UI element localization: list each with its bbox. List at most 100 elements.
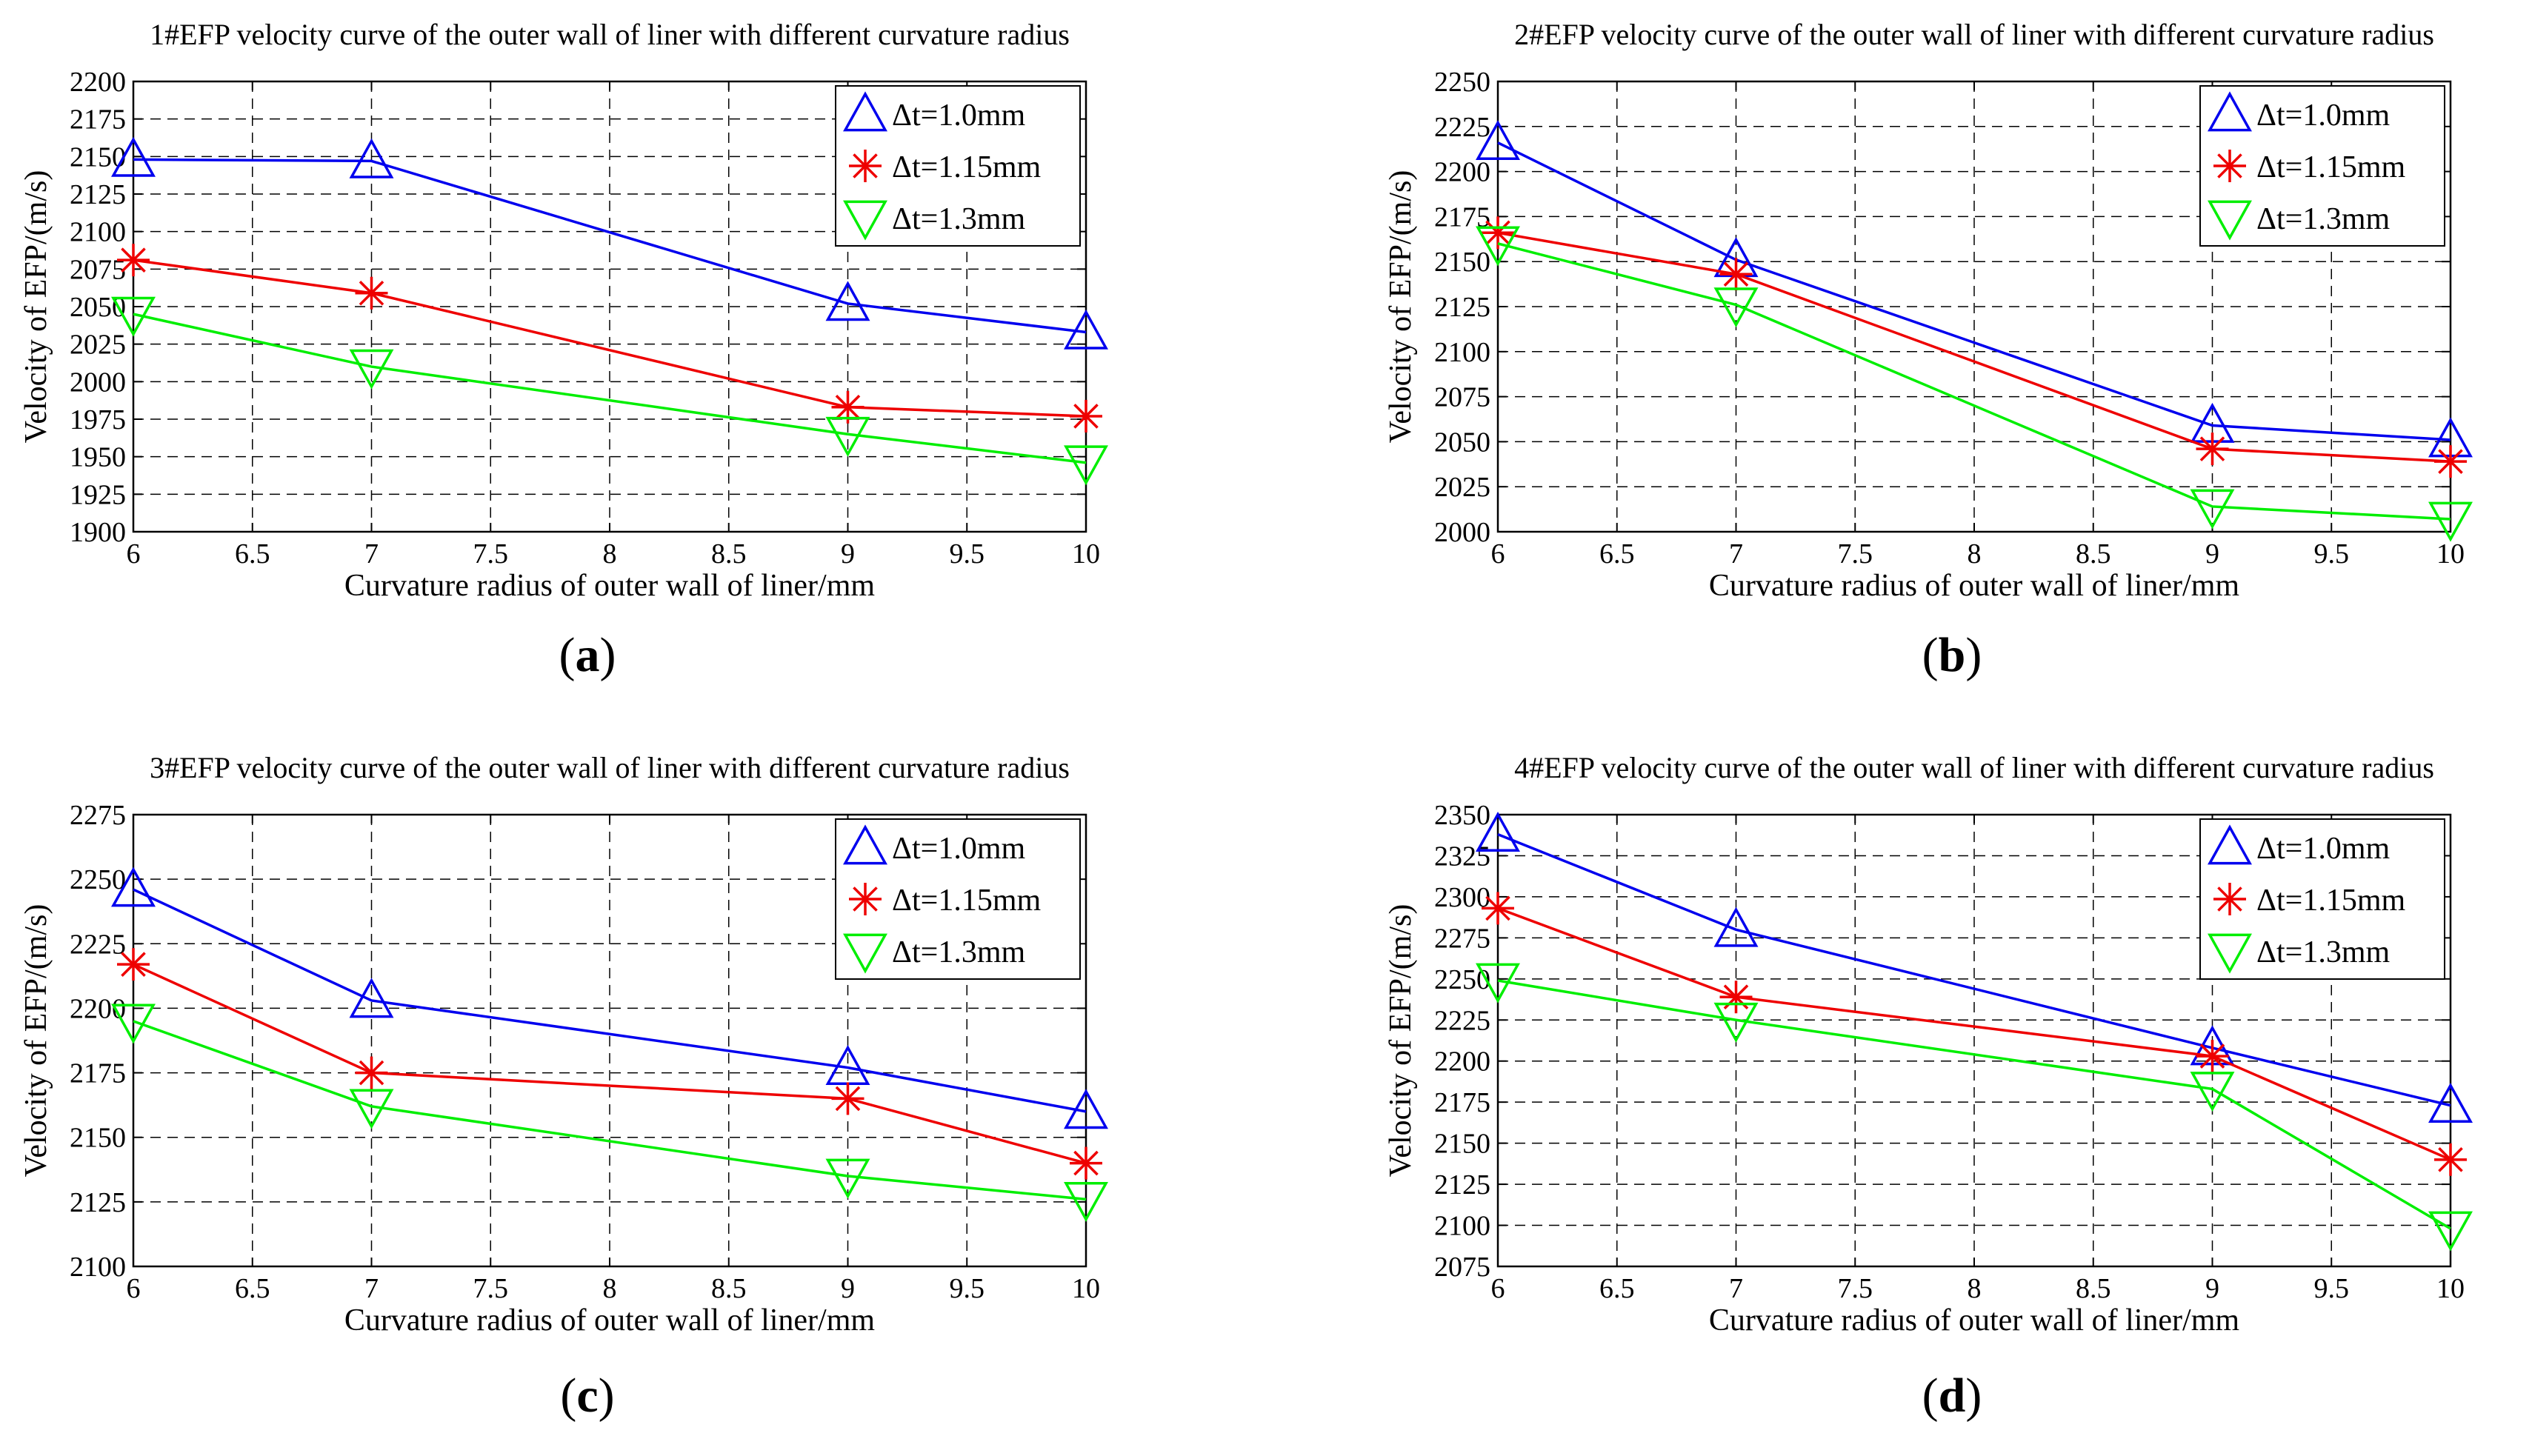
legend-label: Δt=1.3mm [892, 935, 1026, 969]
legend-entry: Δt=1.0mm [843, 824, 1026, 866]
data-point [2428, 1083, 2473, 1123]
legend-marker [843, 824, 887, 865]
legend-entry: Δt=1.3mm [2208, 200, 2391, 241]
data-point [831, 390, 864, 424]
data-point [1064, 1182, 1108, 1222]
legend-label: Δt=1.15mm [892, 884, 1042, 918]
series-line [133, 963, 1087, 1165]
x-tick-label: 7.5 [1838, 1273, 1873, 1304]
y-tick-label: 2275 [1434, 923, 1490, 954]
x-tick-label: 8 [603, 538, 617, 570]
x-axis-label: Curvature radius of outer wall of liner/… [1709, 1303, 2239, 1338]
y-tick-label: 2175 [70, 1058, 126, 1089]
series-line [133, 258, 1087, 418]
legend-marker [2213, 150, 2246, 182]
legend-marker [2208, 91, 2252, 132]
y-tick-label: 2200 [70, 993, 126, 1024]
x-tick-label: 7 [1729, 538, 1743, 570]
series-2 [117, 948, 1102, 1180]
series-line [1497, 231, 2451, 463]
y-tick-label: 2000 [1434, 517, 1490, 548]
y-tick-label: 2000 [70, 367, 126, 398]
data-point [117, 244, 150, 277]
data-point [1713, 906, 1759, 947]
data-point [111, 136, 156, 177]
legend-label: Δt=1.3mm [892, 202, 1026, 236]
series-3 [1476, 963, 2473, 1252]
series-line [133, 313, 1087, 464]
y-tick-label: 2100 [70, 217, 126, 248]
x-tick-label: 9 [2205, 538, 2219, 570]
series-line [1497, 242, 2451, 521]
legend-entry: Δt=1.0mm [843, 91, 1026, 133]
legend-label: Δt=1.0mm [892, 98, 1026, 133]
data-point [1064, 445, 1108, 486]
data-point [349, 349, 394, 390]
legend-entry: Δt=1.15mm [2213, 883, 2406, 918]
series-2 [1482, 892, 2467, 1176]
panel-d: 4#EFP velocity curve of the outer wall o… [1384, 751, 2473, 1423]
y-tick-label: 2225 [70, 929, 126, 960]
series-line [133, 158, 1087, 334]
legend: Δt=1.0mm Δt=1.15mm Δt=1.3mm [2199, 85, 2445, 247]
panel-c: 3#EFP velocity curve of the outer wall o… [19, 751, 1108, 1423]
x-tick-label: 10 [2436, 1273, 2465, 1304]
data-point [349, 978, 394, 1018]
x-tick-label: 7 [364, 1273, 379, 1304]
y-tick-label: 1925 [70, 479, 126, 510]
y-tick-label: 2125 [70, 179, 126, 210]
y-tick-label: 2075 [70, 254, 126, 285]
x-tick-label: 6.5 [1599, 538, 1635, 570]
data-point [2196, 1040, 2229, 1073]
data-point [1719, 981, 1753, 1014]
data-point [349, 138, 394, 178]
x-tick-label: 9.5 [950, 1273, 985, 1304]
y-tick-label: 2075 [1434, 1252, 1490, 1283]
x-tick-label: 6 [127, 1273, 141, 1304]
data-point [117, 948, 150, 981]
chart-title: 1#EFP velocity curve of the outer wall o… [150, 18, 1070, 51]
x-tick-label: 9.5 [2314, 1273, 2350, 1304]
data-point [1482, 216, 1514, 250]
y-tick-label: 2350 [1434, 800, 1490, 831]
y-tick-label: 2150 [70, 1123, 126, 1154]
x-tick-label: 8.5 [711, 1273, 747, 1304]
data-point [831, 1082, 864, 1115]
y-tick-label: 2075 [1434, 382, 1490, 413]
y-tick-label: 2250 [1434, 964, 1490, 995]
data-point [349, 1089, 394, 1129]
chart-title: 4#EFP velocity curve of the outer wall o… [1514, 751, 2434, 784]
y-tick-label: 2100 [1434, 1211, 1490, 1242]
legend-marker [843, 200, 887, 241]
legend-marker [843, 91, 887, 132]
x-tick-label: 7.5 [473, 538, 509, 570]
chart-title: 2#EFP velocity curve of the outer wall o… [1514, 18, 2434, 51]
data-point [2196, 433, 2229, 466]
x-tick-label: 9.5 [2314, 538, 2350, 570]
y-tick-label: 2125 [1434, 292, 1490, 323]
y-tick-label: 2050 [1434, 427, 1490, 458]
x-tick-label: 6.5 [235, 538, 270, 570]
legend-entry: Δt=1.15mm [849, 150, 1042, 184]
y-tick-label: 2225 [1434, 1005, 1490, 1036]
data-point [1713, 1002, 1759, 1043]
legend: Δt=1.0mm Δt=1.15mm Δt=1.3mm [835, 85, 1081, 247]
y-axis-label: Velocity of EFP/(m/s) [19, 904, 53, 1178]
y-tick-label: 1900 [70, 517, 126, 548]
x-tick-label: 10 [1072, 1273, 1100, 1304]
data-point [1070, 1146, 1102, 1180]
y-tick-label: 1975 [70, 404, 126, 435]
y-tick-label: 2025 [1434, 472, 1490, 503]
x-tick-label: 10 [2436, 538, 2465, 570]
data-point [1476, 226, 1520, 267]
data-point [2434, 1143, 2467, 1176]
legend-label: Δt=1.15mm [2256, 884, 2406, 918]
series-3 [111, 296, 1108, 486]
series-3 [111, 1003, 1108, 1222]
x-tick-label: 8 [1968, 538, 1982, 570]
data-point [2428, 501, 2473, 542]
panel-b: 2#EFP velocity curve of the outer wall o… [1384, 18, 2473, 682]
legend: Δt=1.0mm Δt=1.15mm Δt=1.3mm [2199, 818, 2445, 980]
data-point [1476, 812, 1520, 852]
series-3 [1476, 226, 2473, 542]
